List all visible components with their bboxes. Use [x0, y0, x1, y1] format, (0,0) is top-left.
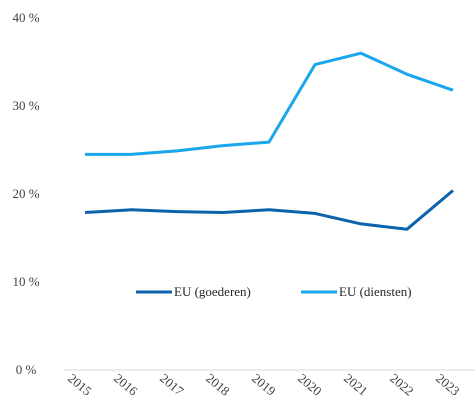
y-tick-label: 40 %: [12, 10, 39, 25]
x-tick-label: 2017: [157, 370, 187, 399]
y-tick-label: 20 %: [12, 186, 39, 201]
series-lines: [84, 51, 454, 231]
x-tick-label: 2019: [249, 370, 279, 398]
legend-label: EU (diensten): [339, 284, 412, 299]
x-tick-label: 2016: [111, 370, 141, 399]
x-tick-label: 2022: [387, 370, 417, 398]
series-line-diensten: [85, 51, 454, 156]
series-line-goederen: [84, 189, 454, 231]
x-tick-label: 2021: [341, 370, 371, 398]
y-tick-label: 10 %: [12, 274, 39, 289]
x-tick-label: 2023: [433, 370, 463, 398]
x-tick-label: 2015: [65, 370, 95, 398]
y-axis-tick-labels: 0 % 10 % 20 % 30 % 40 %: [12, 10, 39, 377]
y-tick-label: 0 %: [16, 362, 37, 377]
x-axis-tick-labels: 2015 2016 2017 2018 2019 2020 2021 2022 2023: [65, 370, 463, 399]
x-tick-label: 2018: [203, 370, 233, 398]
y-tick-label: 30 %: [12, 98, 39, 113]
x-tick-label: 2020: [295, 370, 325, 398]
legend-label: EU (goederen): [174, 284, 251, 299]
legend: EU (goederen) EU (diensten): [136, 284, 412, 299]
